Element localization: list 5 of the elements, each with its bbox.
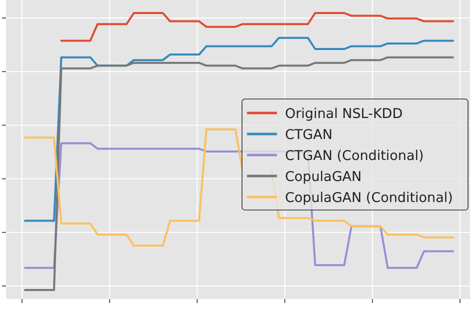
legend-label: Original NSL-KDD (285, 106, 403, 122)
legend-label: CopulaGAN (Conditional) (285, 190, 453, 206)
legend-label: CTGAN (285, 127, 332, 143)
legend-label: CTGAN (Conditional) (285, 148, 424, 164)
legend-label: CopulaGAN (285, 169, 362, 185)
